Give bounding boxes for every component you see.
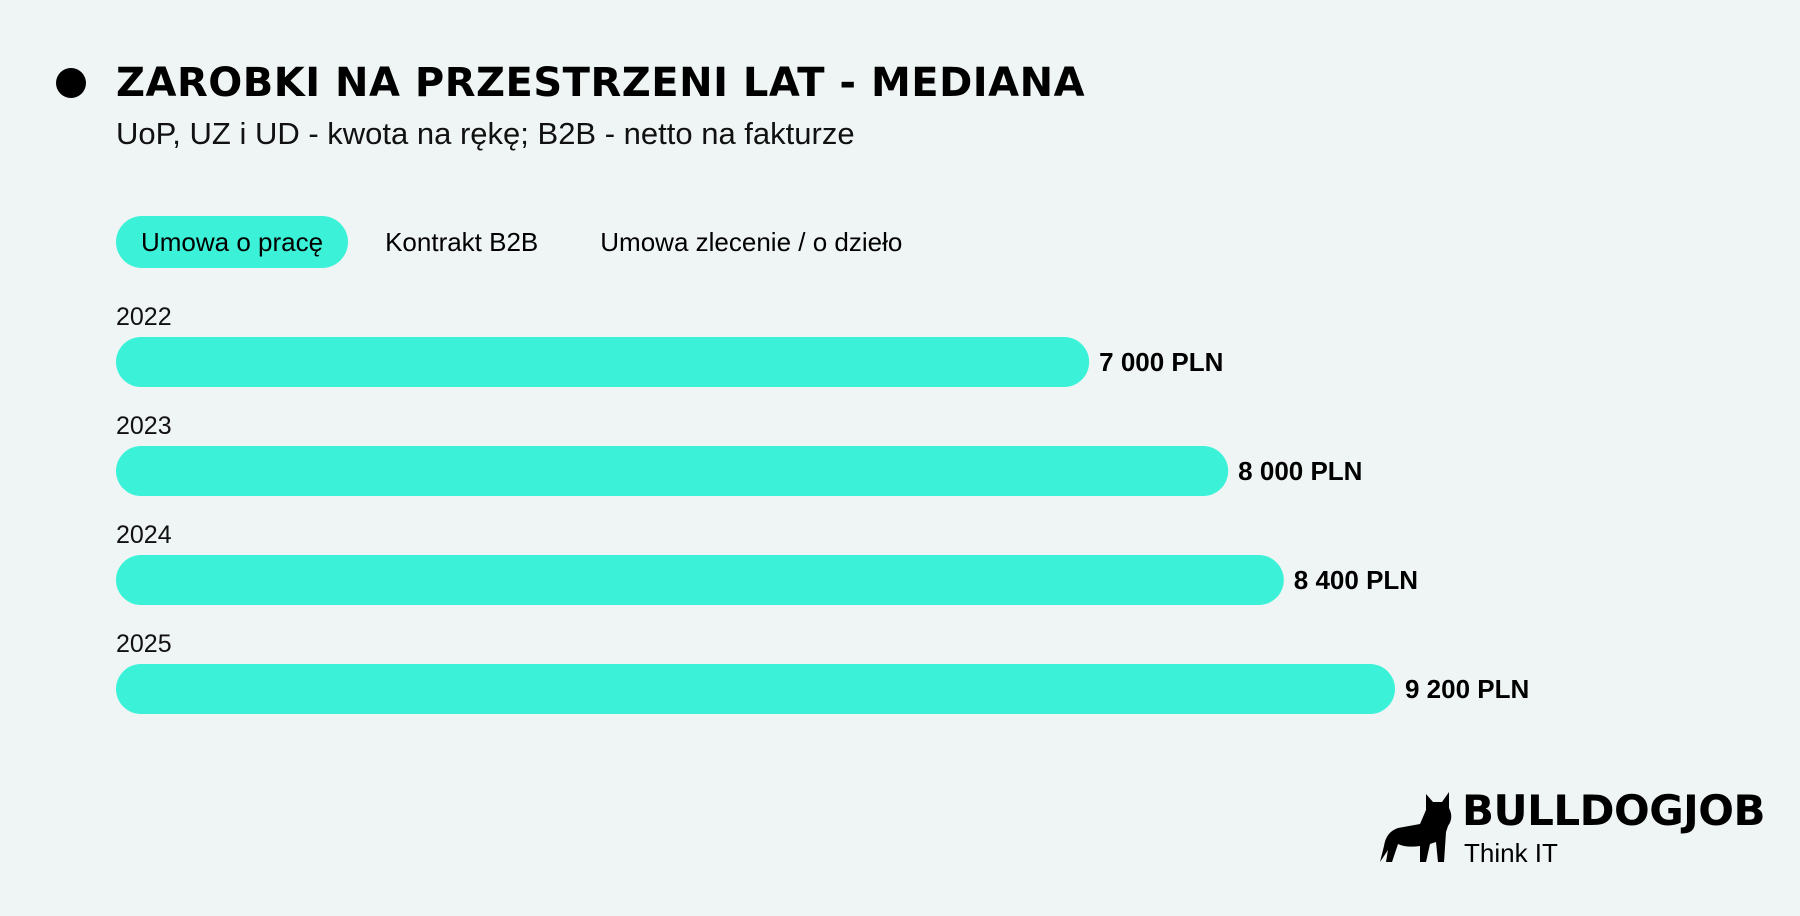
year-label-2022: 2022 [116,303,172,331]
bulldog-icon [1380,792,1452,862]
logo-tagline: Think IT [1464,838,1558,868]
year-label-2025: 2025 [116,630,172,658]
bulldogjob-logo: BULLDOGJOB Think IT [1376,786,1776,868]
logo-name: BULLDOGJOB [1462,786,1766,835]
value-label-2023: 8 000 PLN [1238,456,1362,486]
title-bullet-icon [56,68,86,98]
chart-subtitle: UoP, UZ i UD - kwota na rękę; B2B - nett… [116,116,855,151]
bar-2023 [116,446,1229,496]
value-label-2022: 7 000 PLN [1099,347,1223,377]
contract-type-tabs: Umowa o pracę Kontrakt B2B Umowa zleceni… [116,216,927,268]
tab-umowa-o-prace[interactable]: Umowa o pracę [116,216,349,268]
bar-2022 [116,337,1090,387]
value-label-2024: 8 400 PLN [1294,565,1418,595]
year-label-2024: 2024 [116,521,172,549]
tab-umowa-zlecenie[interactable]: Umowa zlecenie / o dzieło [600,227,903,257]
value-label-2025: 9 200 PLN [1405,674,1529,704]
bar-2024 [116,555,1284,605]
year-label-2023: 2023 [116,412,172,440]
chart-title: ZAROBKI NA PRZESTRZENI LAT - MEDIANA [116,60,1086,106]
tab-kontrakt-b2b[interactable]: Kontrakt B2B [385,227,539,257]
bar-2025 [116,664,1395,714]
